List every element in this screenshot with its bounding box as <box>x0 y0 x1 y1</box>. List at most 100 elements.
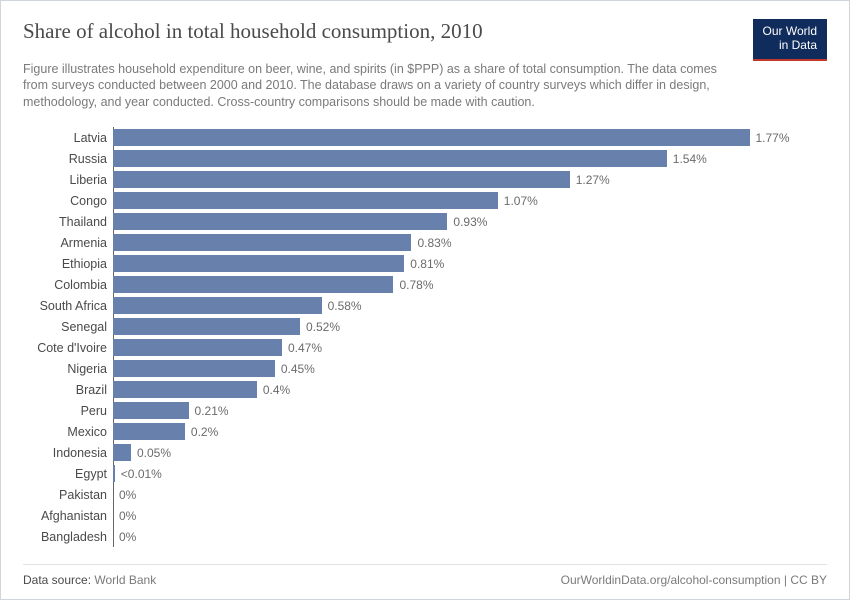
bar-track: 0% <box>113 484 829 505</box>
country-label: Nigeria <box>23 362 113 376</box>
bar-track: 1.27% <box>113 169 829 190</box>
source-value: World Bank <box>94 573 156 587</box>
bar-track: 0.2% <box>113 421 829 442</box>
value-label: 0.52% <box>306 320 340 334</box>
country-label: South Africa <box>23 299 113 313</box>
bar-track: 0.93% <box>113 211 829 232</box>
bar-track: 1.07% <box>113 190 829 211</box>
country-label: Russia <box>23 152 113 166</box>
bar <box>113 255 404 272</box>
country-label: Mexico <box>23 425 113 439</box>
country-label: Colombia <box>23 278 113 292</box>
country-label: Bangladesh <box>23 530 113 544</box>
value-label: 0.2% <box>191 425 218 439</box>
value-label: 0.4% <box>263 383 290 397</box>
bar-row: Indonesia0.05% <box>23 442 829 463</box>
bar-track: 0.78% <box>113 274 829 295</box>
value-label: 0.58% <box>328 299 362 313</box>
chart-subtitle: Figure illustrates household expenditure… <box>23 61 743 112</box>
chart-title: Share of alcohol in total household cons… <box>23 19 483 44</box>
bar <box>113 192 498 209</box>
bar-row: Pakistan 0% <box>23 484 829 505</box>
data-source: Data source: World Bank <box>23 573 156 587</box>
value-label: <0.01% <box>121 467 162 481</box>
bar-track: 0.58% <box>113 295 829 316</box>
bar <box>113 276 393 293</box>
bar-row: Congo 1.07% <box>23 190 829 211</box>
bar <box>113 423 185 440</box>
bar-row: Senegal 0.52% <box>23 316 829 337</box>
bar-row: Colombia 0.78% <box>23 274 829 295</box>
bar-track: 0% <box>113 526 829 547</box>
bar-track: 0.81% <box>113 253 829 274</box>
bar-track: 1.77% <box>113 127 829 148</box>
country-label: Ethiopia <box>23 257 113 271</box>
bar-row: Thailand 0.93% <box>23 211 829 232</box>
value-label: 0.93% <box>453 215 487 229</box>
value-label: 0.21% <box>195 404 229 418</box>
bar <box>113 360 275 377</box>
bar <box>113 171 570 188</box>
bar-track: 1.54% <box>113 148 829 169</box>
value-label: 1.07% <box>504 194 538 208</box>
value-label: 0% <box>119 488 136 502</box>
license: CC BY <box>790 573 827 587</box>
bar-chart: Latvia1.77% Russia 1.54% Liberia 1.27% Congo 1… <box>23 127 829 547</box>
country-label: Afghanistan <box>23 509 113 523</box>
bar <box>113 381 257 398</box>
bar <box>113 129 750 146</box>
bar <box>113 234 411 251</box>
bar <box>113 150 667 167</box>
bar-track: 0.45% <box>113 358 829 379</box>
bar-row: Cote d'Ivoire 0.47% <box>23 337 829 358</box>
attribution-url: OurWorldinData.org/alcohol-consumption <box>561 573 781 587</box>
footer: Data source: World Bank OurWorldinData.o… <box>23 564 827 587</box>
bar-row: Afghanistan 0% <box>23 505 829 526</box>
value-label: 0% <box>119 509 136 523</box>
bar-track: 0.4% <box>113 379 829 400</box>
country-label: Brazil <box>23 383 113 397</box>
country-label: Indonesia <box>23 446 113 460</box>
country-label: Armenia <box>23 236 113 250</box>
bar-row: Liberia 1.27% <box>23 169 829 190</box>
bar <box>113 402 189 419</box>
country-label: Congo <box>23 194 113 208</box>
bar <box>113 465 115 482</box>
bar-row: Peru 0.21% <box>23 400 829 421</box>
bar-row: Russia 1.54% <box>23 148 829 169</box>
bar-row: Latvia1.77% <box>23 127 829 148</box>
value-label: 0.81% <box>410 257 444 271</box>
bar <box>113 339 282 356</box>
value-label: 0.78% <box>399 278 433 292</box>
bar-track: 0% <box>113 505 829 526</box>
country-label: Thailand <box>23 215 113 229</box>
bar-row: Armenia 0.83% <box>23 232 829 253</box>
value-label: 0.47% <box>288 341 322 355</box>
value-label: 1.77% <box>756 131 790 145</box>
value-label: 1.27% <box>576 173 610 187</box>
owid-logo: Our World in Data <box>753 19 827 61</box>
country-label: Senegal <box>23 320 113 334</box>
bar <box>113 318 300 335</box>
value-label: 1.54% <box>673 152 707 166</box>
bar <box>113 297 322 314</box>
bar-track: 0.21% <box>113 400 829 421</box>
value-label: 0.83% <box>417 236 451 250</box>
country-label: Egypt <box>23 467 113 481</box>
bar-track: 0.83% <box>113 232 829 253</box>
country-label: Pakistan <box>23 488 113 502</box>
bar-track: 0.52% <box>113 316 829 337</box>
country-label: Peru <box>23 404 113 418</box>
bar <box>113 444 131 461</box>
chart-card: Share of alcohol in total household cons… <box>0 0 850 600</box>
bar-track: <0.01% <box>113 463 829 484</box>
bar-track: 0.05% <box>113 442 829 463</box>
value-label: 0% <box>119 530 136 544</box>
bar-row: Ethiopia 0.81% <box>23 253 829 274</box>
bar-row: Brazil 0.4% <box>23 379 829 400</box>
bar-row: Bangladesh 0% <box>23 526 829 547</box>
title-block: Share of alcohol in total household cons… <box>23 19 483 50</box>
country-label: Liberia <box>23 173 113 187</box>
bar <box>113 213 447 230</box>
country-label: Cote d'Ivoire <box>23 341 113 355</box>
